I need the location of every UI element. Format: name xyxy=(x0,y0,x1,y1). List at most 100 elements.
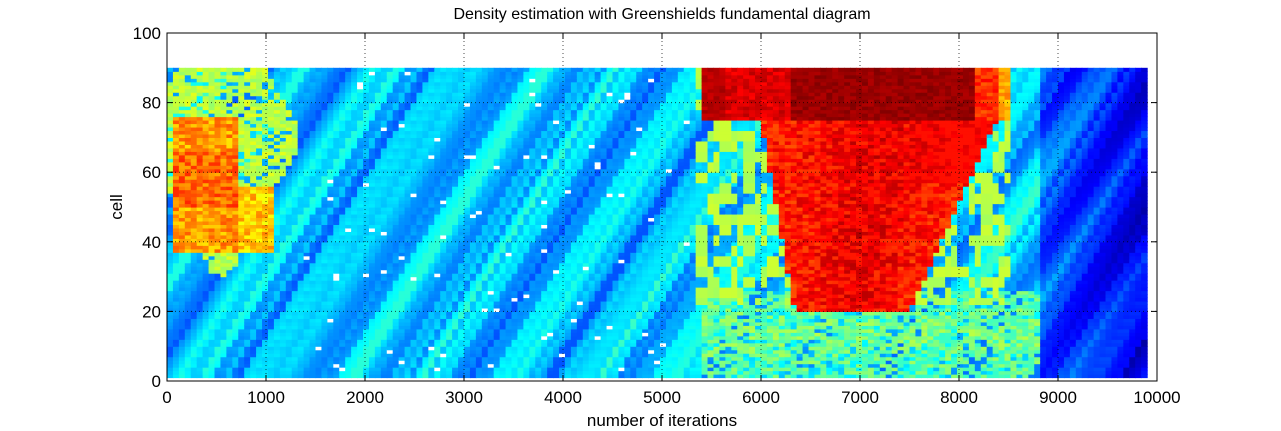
heatmap-cell xyxy=(404,349,412,354)
heatmap-cell xyxy=(493,269,501,274)
heatmap-cell xyxy=(238,168,245,173)
heatmap-cell xyxy=(357,144,364,149)
heatmap-cell xyxy=(357,193,364,198)
heatmap-cell xyxy=(297,231,305,236)
heatmap-cell xyxy=(220,151,227,156)
heatmap-cell xyxy=(262,332,269,337)
heatmap-cell xyxy=(238,321,245,326)
heatmap-cell xyxy=(481,123,489,128)
heatmap-cell xyxy=(279,238,287,243)
heatmap-cell xyxy=(285,252,293,257)
heatmap-cell xyxy=(487,227,495,232)
heatmap-cell xyxy=(315,81,323,86)
heatmap-cell xyxy=(464,182,471,187)
heatmap-cell xyxy=(416,356,424,361)
heatmap-cell xyxy=(428,203,435,208)
heatmap-cell xyxy=(368,370,376,375)
heatmap-cell xyxy=(481,287,489,292)
heatmap-cell xyxy=(363,311,370,316)
heatmap-cell xyxy=(297,196,305,201)
heatmap-cell xyxy=(481,213,489,219)
heatmap-cell xyxy=(410,245,418,250)
heatmap-cell xyxy=(267,102,275,107)
heatmap-cell xyxy=(428,255,435,260)
heatmap-cell xyxy=(327,367,334,372)
heatmap-cell xyxy=(262,74,269,79)
heatmap-cell xyxy=(327,287,334,292)
heatmap-cell xyxy=(475,116,483,121)
heatmap-cell xyxy=(285,109,293,114)
heatmap-cell xyxy=(327,133,334,138)
heatmap-cell xyxy=(469,353,477,358)
heatmap-cell xyxy=(202,92,210,97)
heatmap-cell xyxy=(256,311,263,316)
heatmap-cell xyxy=(273,196,281,201)
heatmap-cell xyxy=(315,161,323,166)
heatmap-cell xyxy=(339,109,346,114)
heatmap-cell xyxy=(398,130,406,135)
heatmap-cell xyxy=(297,374,305,379)
heatmap-cell xyxy=(226,259,233,264)
heatmap-cell xyxy=(428,374,435,379)
heatmap-cell xyxy=(357,328,364,333)
heatmap-cell xyxy=(493,304,501,309)
heatmap-cell xyxy=(184,283,192,288)
heatmap-cell xyxy=(244,182,251,187)
heatmap-cell xyxy=(220,287,227,292)
heatmap-cell xyxy=(458,113,465,118)
heatmap-cell xyxy=(190,116,198,121)
heatmap-cell xyxy=(410,168,418,173)
heatmap-cell xyxy=(273,193,281,198)
heatmap-cell xyxy=(291,144,299,149)
heatmap-cell xyxy=(273,367,281,372)
heatmap-cell xyxy=(493,130,501,135)
heatmap-cell xyxy=(196,207,204,212)
heatmap-cell xyxy=(250,353,257,358)
heatmap-cell xyxy=(351,92,358,97)
heatmap-cell xyxy=(279,161,287,166)
heatmap-cell xyxy=(475,224,483,229)
heatmap-cell xyxy=(291,95,299,100)
heatmap-cell xyxy=(469,213,477,219)
heatmap-cell xyxy=(250,332,257,337)
heatmap-cell xyxy=(392,311,400,316)
heatmap-cell xyxy=(309,88,317,93)
heatmap-cell xyxy=(380,220,388,225)
heatmap-cell xyxy=(232,328,239,333)
heatmap-cell xyxy=(487,311,495,316)
heatmap-cell xyxy=(167,252,174,257)
heatmap-cell xyxy=(315,339,323,344)
heatmap-cell xyxy=(410,307,418,312)
heatmap-cell xyxy=(446,349,453,354)
heatmap-cell xyxy=(184,353,192,358)
heatmap-cell xyxy=(333,374,340,379)
heatmap-cell xyxy=(226,99,233,104)
heatmap-cell xyxy=(410,123,418,128)
heatmap-cell xyxy=(172,255,180,260)
heatmap-cell xyxy=(493,374,501,379)
heatmap-cell xyxy=(446,85,453,90)
heatmap-cell xyxy=(262,220,269,225)
heatmap-cell xyxy=(458,290,465,295)
heatmap-cell xyxy=(220,342,227,347)
heatmap-cell xyxy=(493,109,501,114)
heatmap-cell xyxy=(262,231,269,236)
heatmap-cell xyxy=(458,276,465,281)
heatmap-cell xyxy=(380,140,388,145)
heatmap-cell xyxy=(440,294,447,299)
heatmap-cell xyxy=(256,144,263,149)
heatmap-cell xyxy=(184,328,192,333)
heatmap-cell xyxy=(291,304,299,309)
heatmap-cell xyxy=(190,137,198,142)
heatmap-cell xyxy=(392,106,400,111)
heatmap-cell xyxy=(345,300,352,306)
heatmap-cell xyxy=(428,161,435,166)
heatmap-cell xyxy=(398,175,406,180)
heatmap-cell xyxy=(458,147,465,152)
heatmap-cell xyxy=(285,158,293,163)
heatmap-cell xyxy=(446,220,453,225)
heatmap-cell xyxy=(434,200,441,205)
heatmap-cell xyxy=(410,370,418,375)
heatmap-cell xyxy=(398,147,406,152)
heatmap-cell xyxy=(184,95,192,100)
